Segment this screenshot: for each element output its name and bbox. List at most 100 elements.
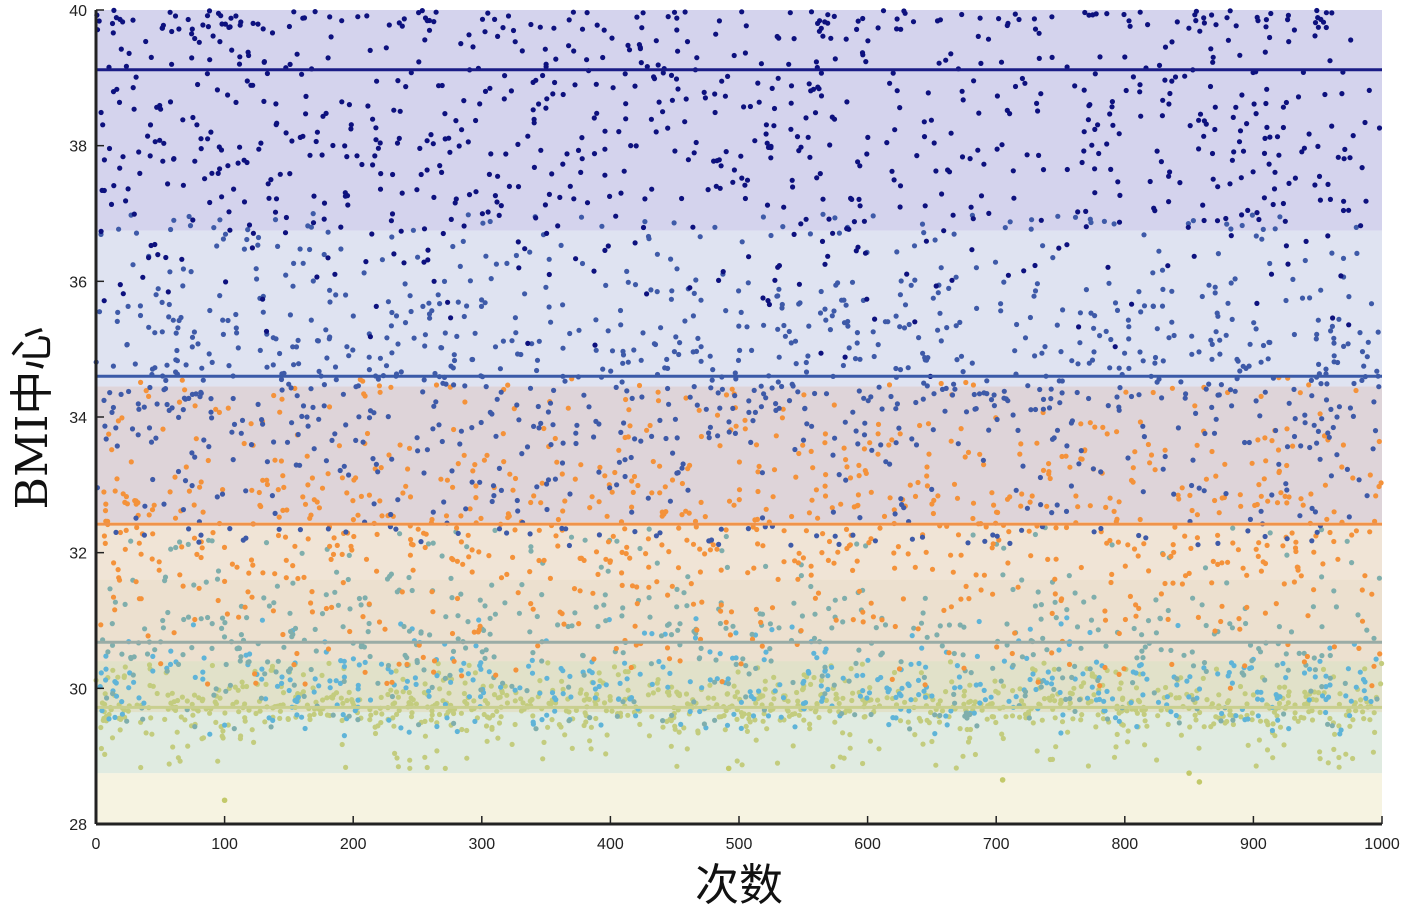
point — [1258, 508, 1264, 514]
point — [1010, 662, 1016, 668]
point — [1111, 221, 1117, 227]
point — [701, 89, 707, 95]
point — [602, 592, 608, 598]
point — [260, 309, 266, 315]
point — [931, 140, 937, 146]
point — [1300, 502, 1306, 508]
point — [843, 36, 849, 42]
point — [1250, 692, 1256, 698]
point — [1138, 113, 1144, 119]
point — [105, 649, 111, 655]
point — [178, 714, 184, 720]
point — [110, 594, 117, 600]
point — [967, 735, 973, 741]
point — [1330, 424, 1336, 431]
point — [512, 315, 519, 321]
point — [825, 253, 831, 259]
point — [458, 710, 464, 716]
point — [1292, 175, 1298, 181]
point — [1362, 573, 1368, 579]
point — [288, 385, 294, 391]
point — [1116, 131, 1122, 137]
point — [756, 99, 762, 105]
point — [886, 382, 893, 388]
point — [472, 718, 478, 725]
point — [552, 435, 558, 442]
point — [198, 616, 204, 622]
point — [1014, 321, 1020, 328]
point — [425, 257, 431, 263]
point — [922, 357, 928, 363]
point — [1194, 512, 1200, 518]
point — [1169, 78, 1175, 84]
point — [1372, 428, 1379, 434]
point — [460, 238, 466, 244]
point — [665, 385, 671, 392]
point — [644, 291, 650, 297]
point — [624, 268, 630, 274]
point — [610, 533, 616, 539]
point — [755, 488, 761, 495]
point — [214, 494, 220, 500]
point — [1280, 543, 1286, 549]
point — [641, 630, 648, 636]
point — [961, 688, 968, 694]
point — [1203, 121, 1209, 127]
point — [472, 670, 478, 676]
point — [738, 710, 745, 716]
point — [1001, 658, 1008, 664]
point — [822, 306, 828, 312]
point — [126, 50, 132, 57]
point — [560, 668, 566, 674]
point — [1049, 650, 1055, 656]
point — [841, 755, 847, 761]
point — [857, 356, 863, 362]
point — [888, 393, 894, 400]
point — [694, 55, 700, 61]
point — [363, 259, 369, 265]
point — [230, 395, 236, 402]
point — [343, 764, 349, 771]
point — [602, 128, 608, 134]
point — [314, 129, 320, 135]
point — [373, 710, 379, 716]
x-tick-label: 900 — [1240, 836, 1267, 853]
point — [1288, 629, 1295, 635]
point — [967, 698, 974, 705]
point — [588, 746, 594, 752]
point — [688, 581, 694, 587]
point — [1030, 666, 1036, 672]
point — [697, 546, 703, 552]
point — [1141, 232, 1147, 238]
point — [640, 330, 646, 336]
point — [1136, 392, 1142, 398]
point — [1063, 453, 1069, 459]
point — [1147, 460, 1153, 466]
point — [286, 23, 292, 30]
point — [1315, 428, 1321, 434]
point — [1096, 696, 1102, 703]
point — [731, 711, 737, 717]
point — [951, 650, 957, 657]
point — [634, 584, 640, 590]
point — [1168, 709, 1174, 715]
point — [862, 420, 868, 426]
point — [1201, 660, 1208, 666]
point — [648, 287, 654, 293]
point — [282, 534, 289, 540]
point — [416, 10, 422, 16]
point — [862, 250, 869, 256]
point — [492, 344, 499, 350]
point — [412, 675, 418, 681]
point — [1306, 131, 1312, 137]
point — [300, 260, 306, 266]
point — [341, 664, 347, 670]
point — [183, 464, 189, 470]
point — [1175, 425, 1181, 431]
point — [914, 153, 920, 159]
point — [829, 505, 835, 511]
point — [563, 526, 569, 532]
point — [727, 632, 734, 638]
point — [1312, 674, 1318, 680]
